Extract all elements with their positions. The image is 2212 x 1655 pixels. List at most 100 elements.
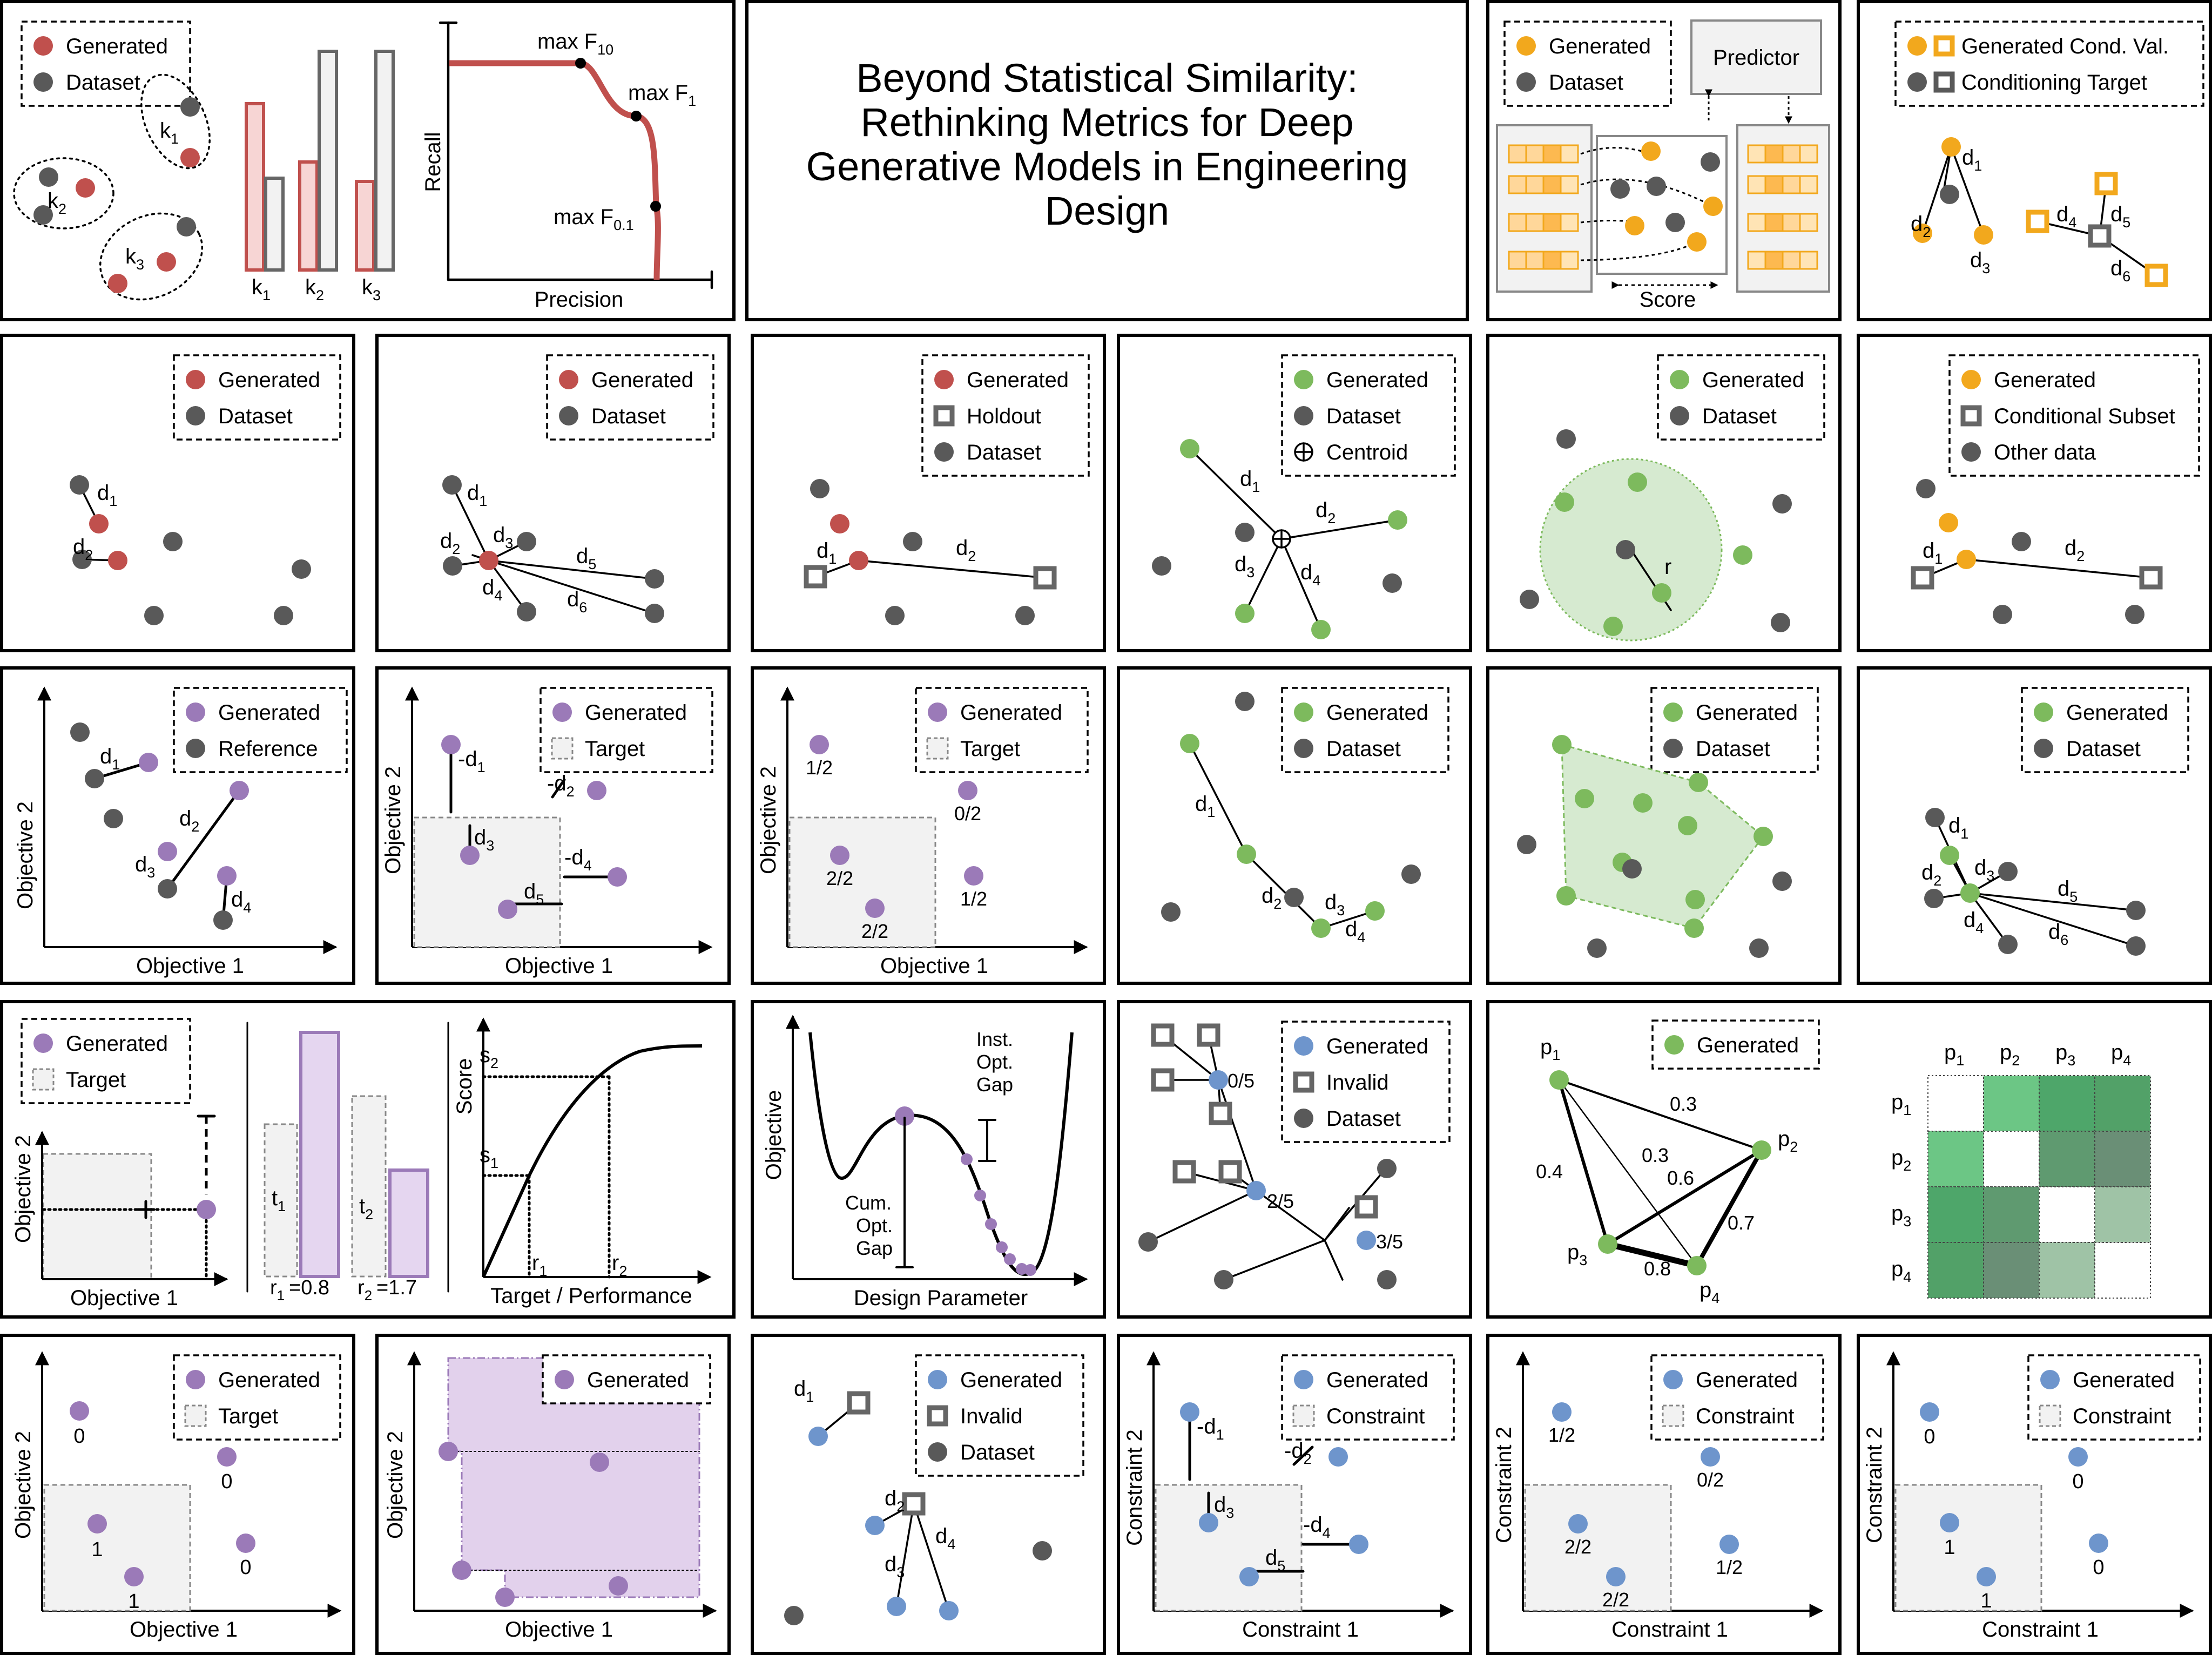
- matrix-cell-4-4: [2094, 1242, 2151, 1299]
- x-axis-label: Constraint 1: [1982, 1618, 2099, 1642]
- matrix-cell-4-1: [1927, 1242, 1984, 1299]
- bar-label-k3: k3: [362, 275, 381, 303]
- matrix-cell-3-1: [1927, 1186, 1984, 1243]
- legend-marker: [2034, 739, 2053, 758]
- design-vector-cell: [1525, 144, 1545, 164]
- matrix-row-label-p2: p2: [1891, 1146, 1911, 1174]
- constraint-count-label: 0: [1924, 1426, 1935, 1448]
- square-marker: [1151, 1023, 1175, 1047]
- y-axis-label: Constraint 2: [1492, 1427, 1516, 1543]
- square-marker: [2139, 566, 2163, 590]
- point: [39, 167, 58, 187]
- point: [139, 753, 158, 772]
- point: [180, 97, 200, 117]
- legend-marker: [1961, 442, 1981, 462]
- legend-marker: [926, 737, 949, 760]
- legend-label: Target: [218, 1404, 278, 1428]
- y-axis-label: Objective 2: [757, 766, 780, 874]
- panel-constraint-dominance-count: Generated Constraint Constraint 1 Constrain…: [1486, 1334, 1842, 1655]
- point: [1138, 1232, 1158, 1252]
- edge-line: [1292, 1445, 1314, 1466]
- point: [810, 479, 830, 498]
- distance-label-d1: d1: [817, 539, 837, 567]
- legend-marker: [1293, 1071, 1314, 1093]
- design-vector-cell: [1560, 213, 1579, 232]
- point: [1520, 590, 1539, 609]
- diversity-edge: [1558, 1079, 1763, 1151]
- distance-label-d5: d5: [1265, 1546, 1285, 1574]
- invalid-fraction-label: 3/5: [1376, 1231, 1403, 1253]
- legend-label: Generated: [2066, 701, 2168, 725]
- scored-vector-cell: [1799, 213, 1818, 232]
- point: [1703, 197, 1723, 216]
- point: [1957, 550, 1976, 569]
- legend-marker: [1662, 1404, 1684, 1427]
- inst-gap-label: Opt.: [976, 1051, 1013, 1073]
- legend-label: Generated: [585, 701, 687, 725]
- legend-label: Dataset: [66, 71, 140, 94]
- legend-marker: [1292, 1404, 1315, 1427]
- point: [70, 475, 89, 495]
- panel-holdout-distance: Generated Holdout Dataset d1 d2: [751, 334, 1106, 652]
- point: [1652, 583, 1671, 603]
- diversity-edge: [1604, 1241, 1700, 1269]
- edge-line: [1223, 1239, 1326, 1281]
- scored-vector-cell: [1764, 213, 1784, 232]
- point: [76, 178, 95, 198]
- point: [124, 1567, 144, 1586]
- distance-label-d3: d3: [474, 826, 494, 854]
- invalid-fraction-label: 2/5: [1267, 1190, 1294, 1212]
- cluster-k2-ellipse: [13, 157, 114, 229]
- legend-label: Generated: [66, 1032, 168, 1056]
- target-region: [43, 1484, 191, 1612]
- optimization-step: [1024, 1264, 1036, 1276]
- cluster-k1-ellipse: [140, 73, 211, 170]
- panel-invalid-distance: Generated Invalid Dataset d1 d2 d3 d4: [751, 1334, 1106, 1655]
- legend-label: Dataset: [1549, 71, 1623, 94]
- point: [1311, 620, 1331, 639]
- legend-label: Generated: [218, 1368, 320, 1392]
- point: [1284, 888, 1304, 907]
- legend-label: Dataset: [960, 1441, 1035, 1464]
- constraint-count-label: 0: [2072, 1470, 2083, 1493]
- edge-line: [166, 789, 241, 890]
- edge-line: [1969, 892, 2137, 911]
- legend-marker: [1670, 370, 1689, 389]
- point: [1998, 862, 2018, 881]
- edge-line: [1921, 146, 1952, 234]
- point: [887, 1597, 906, 1616]
- panel-border: [0, 0, 736, 321]
- point: [104, 809, 123, 828]
- x-axis-label: Objective 1: [505, 954, 613, 978]
- optimization-step: [974, 1190, 986, 1201]
- legend-label: Dataset: [967, 441, 1041, 464]
- point: [157, 252, 176, 272]
- y-axis-label: Objective 2: [11, 1135, 35, 1243]
- edge-line: [488, 559, 528, 613]
- point: [830, 514, 849, 533]
- legend-label: Dataset: [1702, 404, 1777, 428]
- panel-invalid-neighbors: Generated Invalid Dataset 0/5 2/5 3/5: [1117, 1000, 1472, 1319]
- distance-label-d4: d4: [935, 1524, 955, 1552]
- panel-border: [751, 1334, 1106, 1655]
- distance-label-d1: d1: [1923, 539, 1943, 567]
- cum-gap-label: Gap: [856, 1237, 893, 1259]
- point: [236, 1534, 255, 1553]
- panel-constraint-satisfaction: Generated Constraint Constraint 1 Constrain…: [1857, 1334, 2212, 1655]
- mapping-curve: [1580, 178, 1714, 207]
- design-vector-cell: [1542, 144, 1562, 164]
- distance-label-d1: d1: [794, 1377, 814, 1405]
- distance-label-d1: d1: [1195, 792, 1215, 820]
- point: [70, 1401, 89, 1421]
- matrix-cell-1-1: [1927, 1075, 1984, 1132]
- distance-label-d1: d1: [100, 745, 120, 773]
- point: [1940, 846, 1959, 865]
- point: [1939, 513, 1958, 532]
- precision-recall-curve: [449, 60, 661, 280]
- edge-line: [913, 1503, 950, 1612]
- point: [1382, 573, 1402, 593]
- legend-label: Generated: [960, 701, 1062, 725]
- point: [1916, 479, 1936, 498]
- point: [72, 550, 92, 569]
- point: [645, 604, 664, 623]
